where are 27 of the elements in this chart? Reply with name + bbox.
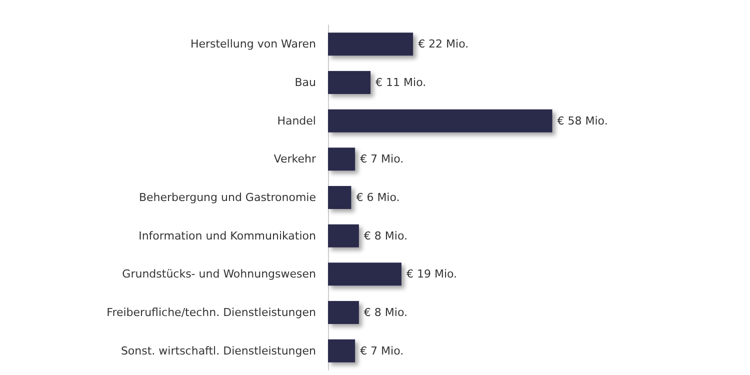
bar (328, 109, 552, 132)
y-tick-label: Herstellung von Waren (190, 38, 316, 51)
data-label: € 22 Mio. (418, 38, 469, 51)
y-tick-label: Information und Kommunikation (138, 229, 316, 242)
data-label: € 6 Mio. (356, 191, 400, 204)
data-label: € 8 Mio. (364, 306, 408, 319)
bar (328, 148, 356, 171)
y-tick-label: Sonst. wirtschaftl. Dienstleistungen (120, 344, 316, 358)
bar (328, 71, 371, 94)
data-label: € 7 Mio. (360, 344, 404, 358)
data-label: € 19 Mio. (406, 268, 458, 281)
bar (328, 186, 352, 209)
y-tick-label: Handel (277, 114, 316, 128)
bar (328, 301, 359, 324)
data-label: € 58 Mio. (557, 114, 608, 128)
bar (328, 262, 402, 286)
data-label: € 7 Mio. (360, 152, 404, 166)
y-tick-label: Grundstücks- und Wohnungswesen (122, 268, 316, 281)
bar (328, 224, 359, 248)
y-tick-label: Bau (294, 76, 316, 89)
bar (328, 32, 414, 56)
y-tick-label: Freiberufliche/techn. Dienstleistungen (106, 306, 316, 319)
data-label: € 8 Mio. (364, 229, 408, 242)
y-tick-label: Beherbergung und Gastronomie (138, 191, 316, 204)
y-tick-label: Verkehr (274, 152, 316, 166)
data-label: € 11 Mio. (376, 76, 426, 89)
bar (328, 339, 356, 362)
